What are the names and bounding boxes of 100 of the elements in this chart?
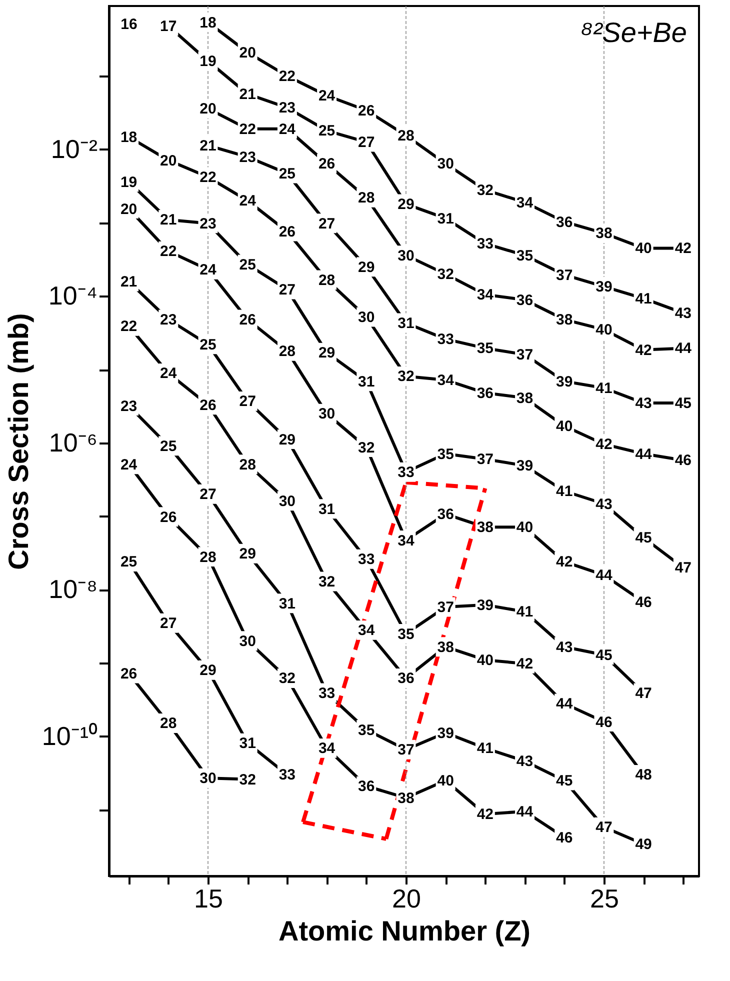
annotation: 21 [160,212,177,229]
annotation: 25 [318,122,336,140]
annotation: 27 [200,486,216,504]
annotation: 39 [596,278,612,296]
annotation: 30 [239,632,256,650]
annotation: 30 [278,492,296,510]
annotation: 18 [120,128,138,146]
annotation: 23 [160,312,177,329]
annotation: 30 [318,406,336,423]
annotation: 44 [556,696,574,713]
x-axis-title: Atomic Number (Z) [278,916,530,946]
annotation: 47 [635,685,652,702]
annotation: 25 [120,554,138,571]
annotation: 39 [437,724,454,742]
annotation: 38 [556,312,573,329]
annotation: 28 [318,272,336,289]
annotation: 28 [398,127,414,144]
annotation: 31 [318,500,336,518]
annotation: 40 [596,322,612,339]
annotation: 28 [200,548,216,566]
annotation: 43 [635,394,652,412]
annotation: 35 [398,626,414,643]
annotation: 29 [278,431,296,448]
annotation: 43 [674,304,692,322]
annotation: 40 [635,240,652,258]
annotation: 28 [358,190,375,207]
annotation: 16 [120,16,138,33]
annotation: 44 [596,567,613,584]
annotation: 24 [120,456,138,474]
annotation: 41 [476,740,494,758]
annotation: 27 [358,134,375,152]
annotation: 34 [358,622,376,640]
annotation: 38 [476,519,494,536]
annotation: 33 [318,685,336,702]
annotation: 20 [160,152,177,170]
annotation: 28 [160,715,177,732]
annotation: 42 [556,554,573,571]
annotation: 46 [596,714,612,731]
annotation: 30 [358,308,375,326]
annotation: 18 [200,14,216,32]
annotation: 36 [476,384,494,402]
annotation: 27 [278,282,296,299]
annotation: 33 [398,464,414,482]
annotation: 36 [437,506,454,524]
annotation: ⁸²Se+Be [580,17,687,48]
annotation: 42 [516,656,534,673]
annotation: 37 [476,451,494,468]
annotation: 42 [476,806,494,824]
annotation: 42 [674,240,692,258]
annotation: 46 [556,829,573,846]
annotation: 31 [278,595,296,612]
annotation: 22 [120,318,138,336]
annotation: 47 [596,819,612,836]
annotation: 46 [674,452,692,470]
annotation: 37 [437,598,454,616]
annotation: 45 [674,394,692,412]
annotation: 22 [200,169,216,186]
annotation: 37 [398,742,414,759]
annotation: 28 [239,456,256,474]
annotation: 20 [120,200,138,218]
x-tick-label: 25 [590,884,619,914]
annotation: 28 [278,343,296,360]
annotation: 25 [239,256,256,274]
annotation: 20 [200,100,216,118]
annotation: 31 [239,735,256,752]
annotation: 32 [358,439,375,456]
annotation: 44 [516,803,534,820]
annotation: 31 [358,373,375,390]
y-tick-label: 10⁻⁸ [48,574,98,604]
annotation: 24 [239,192,257,210]
annotation: 24 [160,365,178,382]
annotation: 32 [318,574,336,591]
annotation: 21 [239,86,256,103]
annotation: 24 [200,262,217,279]
annotation: 35 [476,340,494,358]
annotation: 45 [556,772,573,790]
annotation: 29 [318,344,336,362]
annotation: 21 [120,274,138,291]
annotation: 45 [596,646,612,664]
annotation: 34 [437,372,455,389]
annotation: 29 [239,546,256,563]
annotation: 45 [635,530,652,547]
annotation: 39 [556,373,573,390]
annotation: 27 [160,615,177,632]
annotation: 32 [398,368,414,386]
y-axis-title: Cross Section (mb) [2,313,34,570]
annotation: 29 [398,196,414,214]
annotation: 31 [398,315,414,332]
annotation: 34 [318,740,336,758]
annotation: 26 [120,665,138,682]
annotation: 37 [556,266,573,284]
annotation: 40 [516,519,534,536]
annotation: 22 [278,68,296,86]
annotation: 41 [596,380,612,397]
annotation: 26 [278,224,296,241]
annotation: 26 [160,508,177,526]
annotation: 40 [437,772,454,790]
y-tick-label: 10⁻⁶ [48,427,98,458]
annotation: 33 [358,551,375,568]
annotation: 32 [239,771,256,788]
